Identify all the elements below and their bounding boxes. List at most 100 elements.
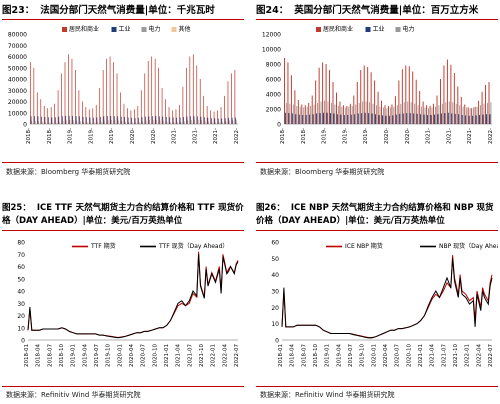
bar (362, 101, 364, 124)
bar (71, 58, 73, 124)
bar (294, 90, 296, 124)
bar (306, 106, 308, 124)
bar (391, 104, 393, 124)
bar (235, 120, 237, 124)
bar (217, 110, 218, 124)
bar (454, 113, 456, 124)
chart-panel-ttf: 图25： ICE TTF 天然气期货主力合约结算价格和 TTF 现货价格（DAY … (2, 200, 244, 404)
x-tick-label: 2018-07 (301, 344, 307, 367)
x-tick-label: 2019- (109, 128, 115, 144)
y-tick-label: 8000 (266, 62, 281, 69)
bar (69, 120, 71, 124)
bar (102, 70, 104, 124)
x-tick-label: 2021- (426, 128, 432, 144)
bar (447, 112, 449, 124)
bar (76, 120, 78, 124)
bar (410, 102, 412, 124)
bar (107, 120, 109, 124)
bar (467, 107, 469, 124)
x-tick-label: 2019-01 (325, 344, 331, 367)
x-tick-label: 2018-10 (59, 344, 65, 367)
bar (93, 122, 95, 124)
x-tick-label: 2021- (467, 128, 473, 144)
bar (433, 103, 435, 124)
bar (47, 108, 49, 124)
bar (208, 121, 209, 124)
bar (296, 106, 298, 124)
bar (364, 112, 366, 124)
x-tick-label: 2020- (151, 128, 157, 144)
bar (337, 106, 339, 124)
bar (348, 106, 350, 124)
bar (149, 120, 150, 124)
bar (382, 107, 384, 124)
x-tick-label: 2021-01 (164, 344, 170, 367)
bar (482, 114, 484, 124)
bar (117, 116, 119, 124)
bar (125, 121, 126, 124)
bar (398, 80, 400, 124)
bar (406, 113, 408, 124)
legend-swatch (171, 27, 177, 32)
bar (90, 122, 92, 124)
bar (288, 113, 290, 124)
bar (218, 122, 220, 124)
bar (52, 122, 53, 124)
bar (313, 104, 315, 124)
bar (190, 116, 191, 124)
y-tick-label: 10 (17, 325, 25, 332)
bar (163, 120, 164, 124)
bar (298, 114, 300, 124)
x-tick-label: 2021-04 (430, 344, 436, 367)
x-tick-label: 2021-04 (176, 344, 182, 367)
bar (436, 95, 438, 124)
data-source: 数据来源：Refinitiv Wind 华泰期货研究院 (260, 391, 395, 399)
y-tick-label: 0 (275, 338, 279, 345)
data-source: 数据来源：Bloomberg 华泰期货研究院 (260, 168, 385, 176)
bar (371, 113, 373, 124)
bar (95, 104, 97, 124)
x-tick-label: 2018- (47, 128, 53, 144)
bar (43, 106, 45, 124)
y-tick-label: 4000 (266, 92, 281, 99)
bar (148, 116, 150, 124)
x-tick-label: 2021-01 (418, 344, 424, 367)
bar (182, 86, 184, 124)
bar (79, 121, 81, 124)
bar (485, 85, 487, 124)
panel-title: 图25： ICE TTF 天然气期货主力合约结算价格和 TTF 现货价格（DAY … (2, 200, 244, 231)
bar (170, 121, 171, 124)
x-tick-label: 2018-10 (313, 344, 319, 367)
bar (455, 103, 457, 124)
bar (486, 103, 488, 124)
legend-swatch (316, 27, 321, 32)
bar (317, 103, 319, 124)
bar (361, 113, 363, 124)
bar (423, 114, 425, 124)
bar (97, 122, 98, 124)
figure-number: 图25： (2, 203, 31, 213)
bar (138, 122, 140, 124)
bar (166, 121, 168, 124)
bar (434, 114, 435, 124)
x-tick-label: 2020-01 (117, 344, 123, 367)
bar (395, 114, 397, 124)
bar (142, 121, 144, 124)
bar (197, 119, 199, 124)
bar (431, 107, 433, 124)
bar (127, 117, 129, 124)
bar (158, 116, 160, 124)
bar (113, 116, 115, 124)
bar (324, 100, 325, 124)
bar (114, 120, 116, 124)
bar (111, 119, 112, 124)
bar (192, 54, 194, 124)
bar (340, 114, 342, 124)
bar (224, 95, 225, 124)
bar (131, 122, 133, 124)
bar (54, 103, 55, 124)
bar (471, 108, 473, 124)
uk-gas-consumption-chart: 0 2000 4000 6000 8000 10000 12000 2018- 2018- 201… (262, 25, 494, 144)
bar (48, 122, 50, 124)
bar (206, 106, 208, 124)
